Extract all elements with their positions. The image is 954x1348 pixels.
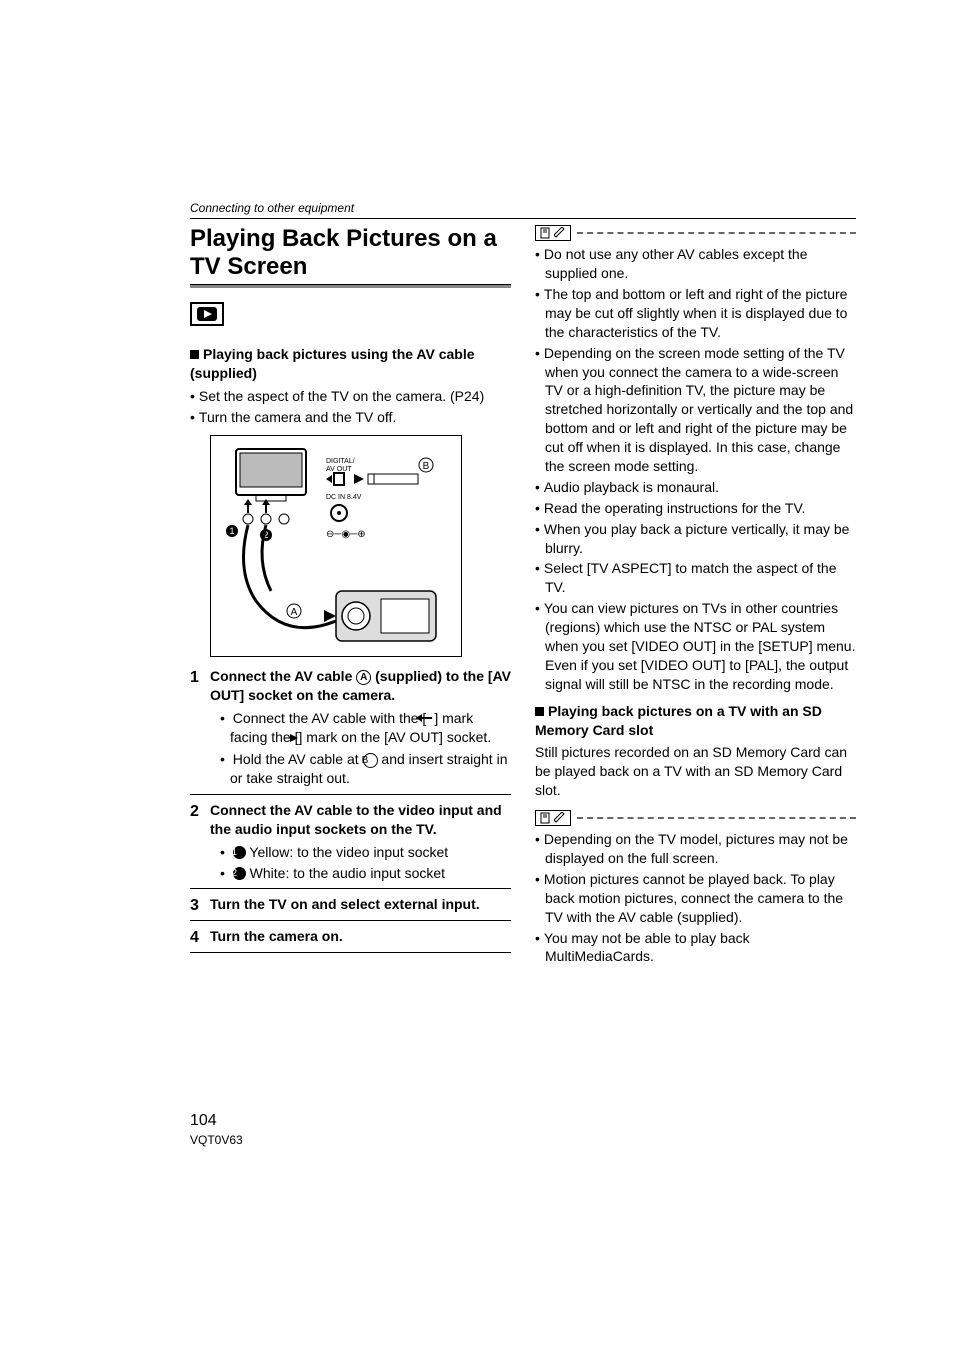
- list-item: 2 White: to the audio input socket: [220, 864, 511, 883]
- section1-heading: Playing back pictures using the AV cable…: [190, 345, 511, 383]
- playback-mode-icon: [190, 302, 224, 326]
- list-item: Depending on the screen mode setting of …: [535, 344, 856, 476]
- section2-heading: Playing back pictures on a TV with an SD…: [535, 702, 856, 740]
- list-item: Motion pictures cannot be played back. T…: [535, 870, 856, 927]
- square-bullet-icon: [190, 350, 199, 359]
- section-header: Connecting to other equipment: [190, 200, 856, 219]
- left-column: Playing Back Pictures on a TV Screen Pla…: [190, 225, 511, 974]
- right-column: Do not use any other AV cables except th…: [535, 225, 856, 974]
- list-item: Hold the AV cable at B and insert straig…: [220, 750, 511, 788]
- step-2: 2 Connect the AV cable to the video inpu…: [190, 801, 511, 883]
- divider: [190, 888, 511, 889]
- divider: [190, 920, 511, 921]
- step-number: 3: [190, 895, 199, 917]
- svg-text:DC IN 8.4V: DC IN 8.4V: [326, 494, 362, 501]
- page-number: 104: [190, 1110, 243, 1132]
- list-item: Connect the AV cable with the [] mark fa…: [220, 709, 511, 748]
- svg-text:DIGITAL/: DIGITAL/: [326, 458, 355, 465]
- note-icon: [535, 225, 571, 241]
- note-icon: [535, 810, 571, 826]
- step-4: 4 Turn the camera on.: [190, 927, 511, 946]
- notes-list-1: Do not use any other AV cables except th…: [535, 245, 856, 693]
- pre-bullets: Set the aspect of the TV on the camera. …: [190, 387, 511, 427]
- page: Connecting to other equipment Playing Ba…: [0, 0, 954, 1348]
- step-title: Turn the TV on and select external input…: [210, 896, 480, 912]
- circled-a-icon: A: [356, 670, 371, 685]
- square-bullet-icon: [535, 707, 544, 716]
- title-underline: [190, 284, 511, 288]
- black-circled-1-icon: 1: [233, 846, 246, 859]
- svg-text:A: A: [291, 607, 298, 618]
- list-item: Depending on the TV model, pictures may …: [535, 830, 856, 868]
- doc-code: VQT0V63: [190, 1132, 243, 1148]
- dash-line-icon: [577, 232, 856, 234]
- connection-diagram: 1 2 A: [210, 435, 462, 657]
- text: Yellow:: [246, 844, 293, 860]
- svg-text:⊖─◉─⊕: ⊖─◉─⊕: [326, 529, 366, 540]
- step-number: 1: [190, 667, 199, 689]
- list-item: Set the aspect of the TV on the camera. …: [190, 387, 511, 406]
- step-title: Connect the AV cable to the video input …: [210, 802, 502, 837]
- step-number: 4: [190, 927, 199, 949]
- list-item: Read the operating instructions for the …: [535, 499, 856, 518]
- list-item: When you play back a picture vertically,…: [535, 520, 856, 558]
- list-item: You can view pictures on TVs in other co…: [535, 599, 856, 693]
- notes-list-2: Depending on the TV model, pictures may …: [535, 830, 856, 966]
- text: Hold the AV cable at: [233, 751, 363, 767]
- text: White:: [246, 865, 290, 881]
- step-sub-list: 1 Yellow: to the video input socket 2 Wh…: [210, 843, 511, 883]
- note-divider: [535, 225, 856, 241]
- svg-text:AV OUT: AV OUT: [326, 466, 352, 473]
- step-number: 2: [190, 801, 199, 823]
- list-item: Do not use any other AV cables except th…: [535, 245, 856, 283]
- step-1: 1 Connect the AV cable A (supplied) to t…: [190, 667, 511, 788]
- black-circled-2-icon: 2: [233, 867, 246, 880]
- section2-heading-text: Playing back pictures on a TV with an SD…: [535, 703, 822, 738]
- dash-line-icon: [577, 817, 856, 819]
- note-divider: [535, 810, 856, 826]
- step-sub-list: Connect the AV cable with the [] mark fa…: [210, 709, 511, 788]
- page-footer: 104 VQT0V63: [190, 1110, 243, 1148]
- step-title: Turn the camera on.: [210, 928, 343, 944]
- svg-text:B: B: [423, 461, 430, 472]
- step-title: Connect the AV cable A (supplied) to the…: [210, 668, 511, 703]
- two-column-layout: Playing Back Pictures on a TV Screen Pla…: [190, 225, 856, 974]
- svg-text:1: 1: [229, 526, 234, 536]
- list-item: 1 Yellow: to the video input socket: [220, 843, 511, 862]
- step-3: 3 Turn the TV on and select external inp…: [190, 895, 511, 914]
- section2-body: Still pictures recorded on an SD Memory …: [535, 743, 856, 800]
- page-title: Playing Back Pictures on a TV Screen: [190, 225, 511, 280]
- divider: [190, 794, 511, 795]
- text: to the video input socket: [293, 844, 448, 860]
- circled-b-icon: B: [363, 753, 378, 768]
- list-item: Select [TV ASPECT] to match the aspect o…: [535, 559, 856, 597]
- list-item: Audio playback is monaural.: [535, 478, 856, 497]
- divider: [190, 952, 511, 953]
- section1-heading-text: Playing back pictures using the AV cable…: [190, 346, 475, 381]
- text: ] mark on the [AV OUT] socket.: [299, 729, 492, 745]
- list-item: Turn the camera and the TV off.: [190, 408, 511, 427]
- list-item: The top and bottom or left and right of …: [535, 285, 856, 342]
- text: Connect the AV cable: [210, 668, 356, 684]
- text: to the audio input socket: [289, 865, 445, 881]
- text: Connect the AV cable with the [: [233, 710, 427, 726]
- list-item: You may not be able to play back MultiMe…: [535, 929, 856, 967]
